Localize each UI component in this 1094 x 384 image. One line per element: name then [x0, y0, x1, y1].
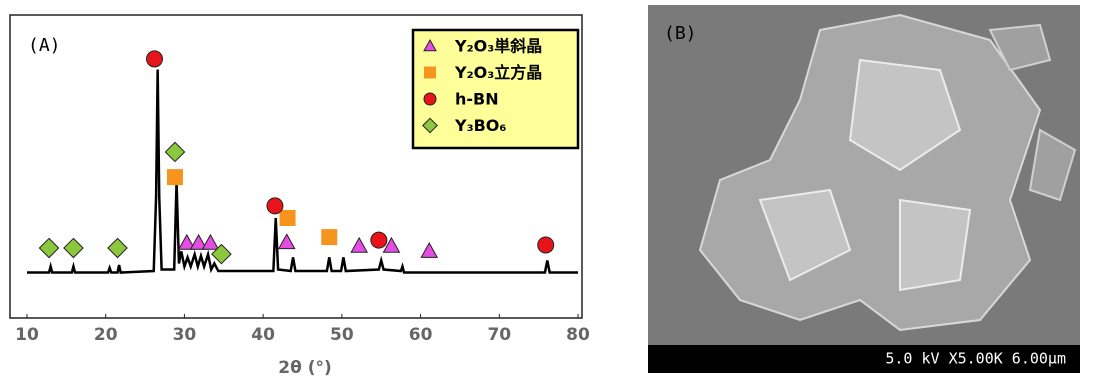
legend-marker — [423, 92, 437, 106]
legend-label: Y₃BO₆ — [454, 116, 506, 135]
peak-marker — [382, 236, 401, 253]
panel-label: (B) — [664, 23, 697, 44]
legend-marker — [424, 66, 436, 79]
xrd-pattern — [27, 69, 578, 274]
x-tick-label: 50 — [330, 325, 354, 345]
peak-marker — [277, 233, 296, 250]
peak-marker — [370, 231, 388, 249]
peak-marker — [420, 242, 439, 258]
peak-marker — [321, 229, 338, 246]
peak-marker — [63, 237, 84, 259]
peak-marker — [266, 197, 284, 215]
sem-info-bar — [648, 345, 1080, 373]
x-tick-label: 30 — [173, 325, 197, 345]
x-tick-label: 20 — [94, 325, 118, 345]
x-tick-label: 60 — [409, 325, 433, 345]
x-tick-label: 40 — [251, 325, 275, 345]
peak-marker — [177, 233, 196, 250]
legend-label: h-BN — [455, 90, 499, 109]
peak-marker — [350, 236, 369, 253]
x-tick-label: 10 — [15, 325, 39, 345]
x-axis-label: 2θ (°) — [278, 358, 331, 378]
panel-label: (A) — [28, 35, 61, 56]
legend-marker — [423, 38, 437, 52]
sem-highlights — [758, 58, 972, 292]
legend-label: Y₂O₃立方晶 — [454, 63, 542, 82]
sem-particles-small — [988, 23, 1077, 202]
peak-marker — [107, 237, 128, 259]
x-tick-label: 80 — [566, 325, 590, 345]
peak-marker — [211, 243, 232, 265]
legend-marker — [422, 117, 438, 134]
sem-image: 5.0 kV X5.00K 6.00μm (B) — [648, 5, 1080, 373]
sem-scale-text: 5.0 kV X5.00K 6.00μm — [885, 350, 1066, 368]
peak-marker — [164, 141, 186, 163]
peak-marker — [146, 50, 164, 68]
x-tick-label: 70 — [487, 325, 511, 345]
legend-label: Y₂O₃単斜晶 — [454, 37, 542, 56]
peak-marker — [279, 210, 296, 227]
peak-marker — [201, 233, 220, 250]
peak-marker — [537, 236, 555, 254]
peak-marker — [189, 233, 208, 250]
legend-box — [411, 28, 580, 150]
peak-marker — [166, 169, 183, 186]
peak-marker — [38, 237, 60, 259]
